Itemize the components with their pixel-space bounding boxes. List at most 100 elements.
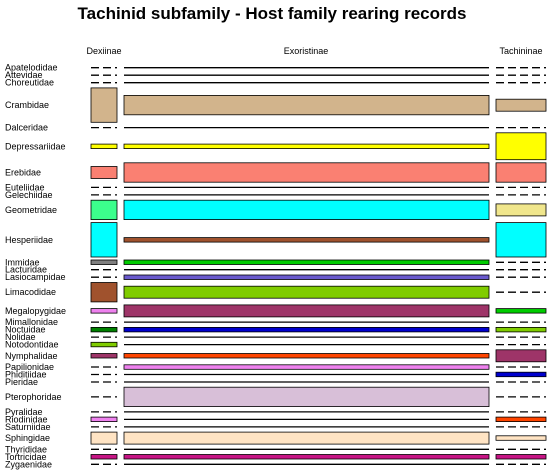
row-hesperiidae: Hesperiidae	[5, 222, 547, 258]
record-block-hesperiidae-tachininae	[495, 222, 547, 258]
row-label-lacturidae: Lacturidae	[5, 265, 47, 275]
record-block-notodontidae-dexiinae	[90, 341, 118, 348]
row-noctuidae: Noctuidae	[5, 325, 547, 335]
record-block-noctuidae-exoristinae	[123, 326, 490, 333]
column-header-exoristinae: Exoristinae	[284, 46, 329, 56]
row-zygaenidae: Zygaenidae	[5, 459, 546, 469]
record-block-tortricidae-exoristinae	[123, 454, 490, 460]
record-block-depressariidae-tachininae	[495, 132, 547, 161]
row-depressariidae: Depressariidae	[5, 132, 547, 161]
row-label-thyrididae: Thyrididae	[5, 444, 47, 454]
row-apatelodidae: Apatelodidae	[5, 63, 546, 73]
record-block-tortricidae-dexiinae	[90, 454, 118, 460]
row-notodontidae: Notodontidae	[5, 340, 546, 350]
record-block-immidae-dexiinae	[90, 259, 118, 265]
record-block-riodinidae-dexiinae	[90, 416, 118, 423]
record-block-crambidae-dexiinae	[90, 87, 118, 123]
row-label-mimallonidae: Mimallonidae	[5, 317, 58, 327]
row-immidae: Immidae	[5, 257, 546, 267]
record-block-geometridae-tachininae	[495, 203, 547, 217]
row-erebidae: Erebidae	[5, 162, 547, 183]
record-block-nymphalidae-tachininae	[495, 349, 547, 363]
row-label-gelechiidae: Gelechiidae	[5, 190, 53, 200]
chart-title: Tachinid subfamily - Host family rearing…	[78, 4, 467, 23]
record-block-depressariidae-exoristinae	[123, 143, 490, 150]
record-block-tortricidae-tachininae	[495, 454, 547, 460]
row-euteliidae: Euteliidae	[5, 182, 546, 192]
row-label-erebidae: Erebidae	[5, 168, 41, 178]
row-nolidae: Nolidae	[5, 332, 546, 342]
record-block-nymphalidae-exoristinae	[123, 353, 490, 359]
record-block-pterophoridae-exoristinae	[123, 386, 490, 408]
row-lacturidae: Lacturidae	[5, 265, 546, 275]
record-block-erebidae-exoristinae	[123, 162, 490, 183]
row-label-geometridae: Geometridae	[5, 205, 57, 215]
row-label-pieridae: Pieridae	[5, 377, 38, 387]
row-thyrididae: Thyrididae	[5, 444, 546, 454]
record-block-immidae-exoristinae	[123, 259, 490, 265]
record-block-phiditiidae-tachininae	[495, 371, 547, 378]
row-label-tortricidae: Tortricidae	[5, 452, 47, 462]
row-pterophoridae: Pterophoridae	[5, 386, 546, 408]
row-saturniidae: Saturniidae	[5, 422, 546, 432]
row-label-apatelodidae: Apatelodidae	[5, 63, 58, 73]
record-block-lasiocampidae-exoristinae	[123, 274, 490, 280]
record-block-noctuidae-dexiinae	[90, 326, 118, 333]
record-block-sphingidae-tachininae	[495, 435, 547, 441]
record-block-sphingidae-dexiinae	[90, 431, 118, 445]
row-label-pterophoridae: Pterophoridae	[5, 392, 62, 402]
row-tortricidae: Tortricidae	[5, 452, 547, 462]
record-block-megalopygidae-exoristinae	[123, 304, 490, 318]
column-header-tachininae: Tachininae	[499, 46, 542, 56]
record-block-erebidae-tachininae	[495, 162, 547, 183]
row-label-noctuidae: Noctuidae	[5, 325, 46, 335]
row-megalopygidae: Megalopygidae	[5, 304, 547, 318]
row-label-nolidae: Nolidae	[5, 332, 36, 342]
column-header-dexiinae: Dexiinae	[86, 46, 121, 56]
row-label-immidae: Immidae	[5, 257, 40, 267]
row-label-sphingidae: Sphingidae	[5, 433, 50, 443]
row-label-notodontidae: Notodontidae	[5, 340, 59, 350]
row-dalceridae: Dalceridae	[5, 123, 546, 133]
row-label-megalopygidae: Megalopygidae	[5, 306, 66, 316]
row-label-pyralidae: Pyralidae	[5, 407, 43, 417]
row-pyralidae: Pyralidae	[5, 407, 546, 417]
row-phiditiidae: Phiditiidae	[5, 370, 547, 380]
row-label-crambidae: Crambidae	[5, 100, 49, 110]
row-label-limacodidae: Limacodidae	[5, 287, 56, 297]
row-choreutidae: Choreutidae	[5, 78, 546, 88]
record-block-depressariidae-dexiinae	[90, 143, 118, 150]
record-block-hesperiidae-dexiinae	[90, 222, 118, 258]
record-block-geometridae-dexiinae	[90, 199, 118, 220]
row-gelechiidae: Gelechiidae	[5, 190, 546, 200]
row-label-lasiocampidae: Lasiocampidae	[5, 272, 66, 282]
row-label-nymphalidae: Nymphalidae	[5, 351, 58, 361]
row-papilionidae: Papilionidae	[5, 362, 546, 372]
record-block-papilionidae-exoristinae	[123, 364, 490, 370]
row-mimallonidae: Mimallonidae	[5, 317, 546, 327]
record-block-megalopygidae-dexiinae	[90, 308, 118, 314]
row-label-saturniidae: Saturniidae	[5, 422, 51, 432]
record-block-riodinidae-tachininae	[495, 416, 547, 423]
record-block-crambidae-exoristinae	[123, 95, 490, 116]
row-label-euteliidae: Euteliidae	[5, 182, 45, 192]
record-block-megalopygidae-tachininae	[495, 308, 547, 314]
row-pieridae: Pieridae	[5, 377, 546, 387]
record-block-limacodidae-exoristinae	[123, 285, 490, 299]
row-geometridae: Geometridae	[5, 199, 547, 220]
record-block-geometridae-exoristinae	[123, 199, 490, 220]
row-label-papilionidae: Papilionidae	[5, 362, 54, 372]
row-attevidae: Attevidae	[5, 70, 546, 80]
row-label-dalceridae: Dalceridae	[5, 123, 48, 133]
row-label-zygaenidae: Zygaenidae	[5, 459, 52, 469]
row-label-riodinidae: Riodinidae	[5, 414, 48, 424]
row-label-choreutidae: Choreutidae	[5, 78, 54, 88]
record-block-erebidae-dexiinae	[90, 166, 118, 179]
record-block-crambidae-tachininae	[495, 98, 547, 112]
record-block-sphingidae-exoristinae	[123, 431, 490, 445]
row-label-depressariidae: Depressariidae	[5, 141, 66, 151]
row-limacodidae: Limacodidae	[5, 282, 546, 303]
row-riodinidae: Riodinidae	[5, 414, 547, 424]
